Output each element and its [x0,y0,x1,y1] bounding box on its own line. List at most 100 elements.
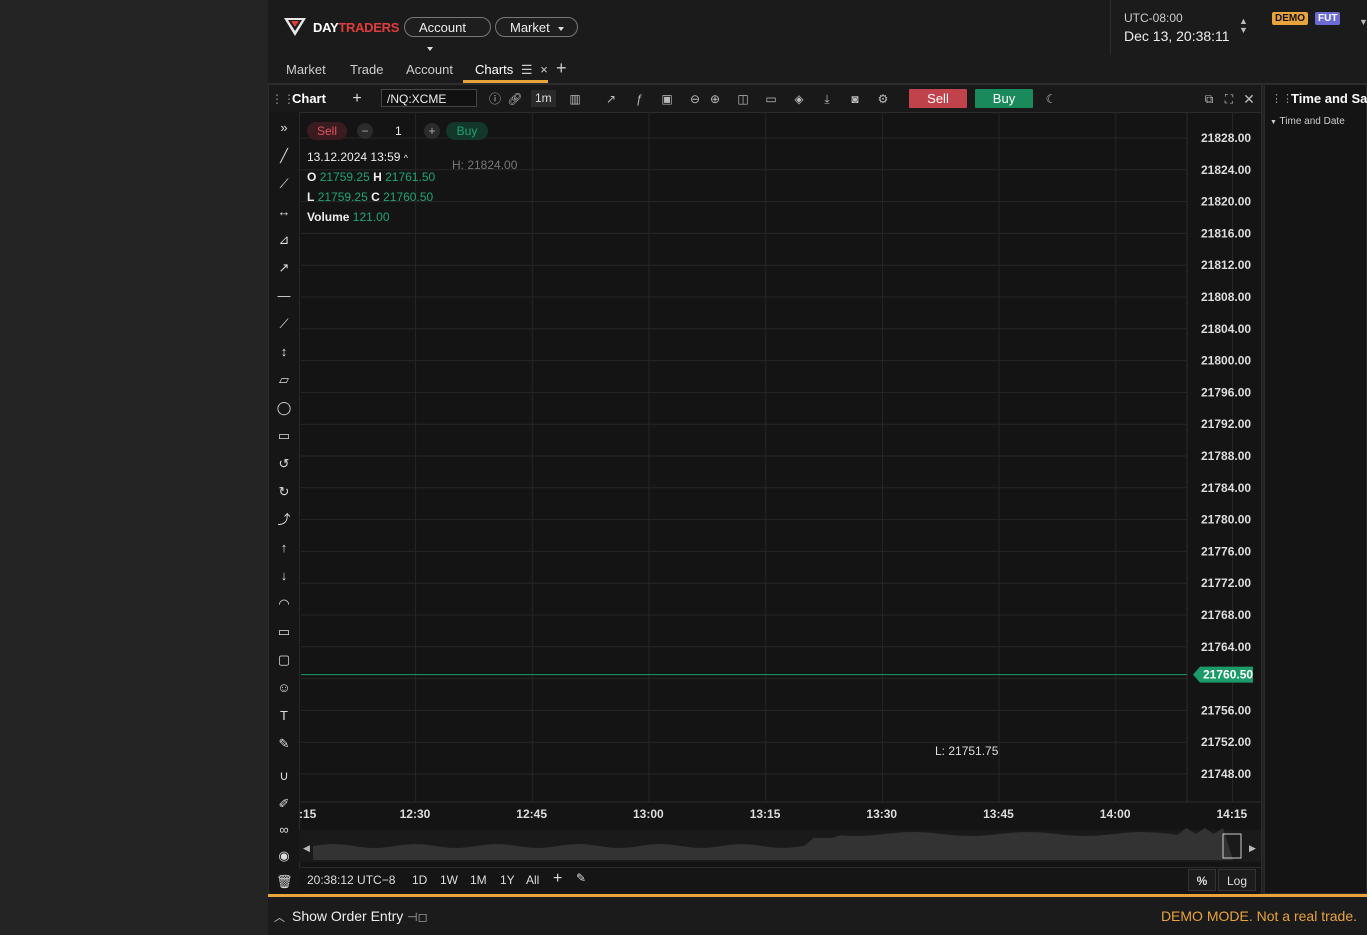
interval-selector[interactable]: 1m [531,90,556,107]
quick-sell-button[interactable]: Sell [307,122,347,140]
range-1d-button[interactable]: 1D [412,873,428,887]
price-tick-label: 21828.00 [1201,131,1251,145]
layers-icon[interactable]: ◈ [794,92,804,106]
link-icon[interactable]: 🔗︎ [507,92,523,106]
show-order-entry-label: Show Order Entry [292,908,404,924]
legend-date[interactable]: 13.12.2024 13:59 ^ [307,150,408,164]
edit-pencil-icon[interactable]: ✎ [576,871,587,885]
timezone-stepper-icon[interactable]: ▲ ▼ [1239,16,1248,35]
navigator-left-arrow-icon[interactable]: ◀ [303,843,310,853]
qty-decrement-button[interactable]: − [357,123,373,139]
arrow-line-icon[interactable]: ↗ [278,260,290,275]
time-tick-label: 13:00 [633,807,664,821]
close-panel-icon[interactable]: ✕ [1243,91,1255,107]
arrow-up-icon[interactable]: ↑ [280,540,288,555]
text-icon[interactable]: T [280,708,288,723]
drag-handle-icon[interactable]: ⋮⋮ [271,92,295,106]
tab-trade[interactable]: Trade [350,62,384,77]
theme-moon-icon[interactable]: ☾ [1045,92,1057,106]
quick-buy-button[interactable]: Buy [446,122,488,140]
active-tab-indicator [463,80,548,83]
path-icon[interactable]: ⤴ [277,512,291,527]
eraser-icon[interactable]: ✐ [278,796,290,811]
collapse-caret-icon[interactable]: ^ [403,153,408,163]
chevron-up-icon[interactable]: ︿ [274,912,285,924]
symbol-input[interactable]: /NQ:XCME [381,89,477,107]
navigator-right-arrow-icon[interactable]: ▶ [1249,843,1256,853]
expand-tools-icon[interactable]: » [280,120,288,135]
range-1y-button[interactable]: 1Y [500,873,515,887]
logo-wordmark[interactable]: DAYTRADERS [313,20,399,35]
account-menu-button[interactable]: Account [404,17,491,51]
add-tab-icon[interactable]: + [556,58,567,78]
tab-charts[interactable]: Charts ☰ × [475,62,548,78]
info-icon[interactable]: ⓘ [488,92,501,106]
brush-icon[interactable]: ✎ [278,736,290,751]
logo-word-traders: TRADERS [338,20,400,35]
callout-icon[interactable]: ▭ [277,624,291,639]
legend-volume: Volume 121.00 [307,210,390,224]
trash-icon[interactable]: 🗑︎ [276,874,293,889]
horizontal-ray-icon[interactable]: ↔ [277,204,291,219]
range-1w-button[interactable]: 1W [440,873,458,887]
navigator-handle[interactable] [1222,833,1242,859]
candle-type-icon[interactable]: ▥ [569,92,581,106]
chart-plot-area[interactable]: 21760.50 21828.00 21824.00 21820.00 21816.00… [298,112,1261,862]
horizontal-line-icon[interactable]: — [277,288,291,303]
extended-line-icon[interactable]: ⟋ [279,316,289,331]
buy-button[interactable]: Buy [975,89,1033,108]
function-icon[interactable]: ƒ [635,92,643,106]
semicircle-icon[interactable]: ◠ [278,596,290,611]
arrow-down-icon[interactable]: ↓ [280,568,288,583]
percent-scale-button[interactable]: % [1188,869,1216,891]
gear-icon[interactable]: ⚙ [877,92,889,106]
smiley-icon[interactable]: ☺ [277,680,291,695]
image-icon[interactable]: ▣ [661,92,673,106]
quantity-value[interactable]: 1 [395,124,402,138]
chevron-down-icon[interactable]: ▼ [1359,17,1367,27]
show-order-entry-toggle[interactable]: Show Order Entry ⊣◻ [292,908,428,924]
price-chart[interactable]: 21760.50 21828.00 21824.00 21820.00 21816.00… [298,112,1261,862]
zoom-in-icon[interactable]: ⊕ [709,92,721,106]
sell-button[interactable]: Sell [909,89,967,108]
ellipse-icon[interactable]: ◯ [276,400,292,415]
camera-icon[interactable]: ◙ [851,92,859,106]
chain-link-icon[interactable]: ∞ [279,822,289,837]
time-tick-label: 12:45 [516,807,547,821]
indicators-icon[interactable]: ↗ [605,92,617,106]
comment-icon[interactable]: ▢ [277,652,291,667]
tab-account[interactable]: Account [406,62,453,77]
arc-icon[interactable]: ↺ [278,456,290,471]
curve-icon[interactable]: ↻ [278,484,290,499]
tab-market[interactable]: Market [286,62,326,77]
add-indicator-icon[interactable]: + [352,90,362,107]
add-range-icon[interactable]: + [553,870,563,887]
eye-icon[interactable]: ◉ [278,848,290,863]
time-and-date-section[interactable]: ▼ Time and Date [1270,116,1345,127]
pin-icon[interactable]: ⊣◻ [407,910,428,924]
fullscreen-icon[interactable]: ⛶ [1224,92,1234,106]
status-accent-line [268,894,1367,897]
download-icon[interactable]: ⤓ [824,92,830,106]
tab-menu-icon[interactable]: ☰ [520,62,533,77]
drag-handle-icon[interactable]: ⋮⋮ [1271,93,1293,105]
legend-high: 21761.50 [385,170,436,184]
zoom-out-icon[interactable]: ⊖ [689,92,701,106]
parallelogram-icon[interactable]: ▱ [279,372,289,387]
clock-widget[interactable]: UTC-08:00 Dec 13, 20:38:11 ▲ ▼ [1110,0,1261,55]
tab-close-icon[interactable]: × [540,62,548,77]
vertical-line-icon[interactable]: ↕ [280,344,288,359]
ray-icon[interactable]: ⟋ [279,176,289,191]
trend-line-icon[interactable]: ╱ [280,148,288,163]
fib-icon[interactable]: ⊿ [278,232,290,247]
rectangle-icon[interactable]: ▭ [277,428,291,443]
popout-icon[interactable]: ⧉ [1204,92,1214,106]
qty-increment-button[interactable]: + [424,123,440,139]
market-menu-button[interactable]: Market [495,17,578,37]
range-1m-button[interactable]: 1M [470,873,487,887]
range-all-button[interactable]: All [526,873,540,887]
log-scale-button[interactable]: Log [1218,869,1256,891]
layout-icon[interactable]: ◫ [737,92,749,106]
magnet-icon[interactable]: ∪ [279,768,289,783]
folder-icon[interactable]: ▭ [765,92,777,106]
